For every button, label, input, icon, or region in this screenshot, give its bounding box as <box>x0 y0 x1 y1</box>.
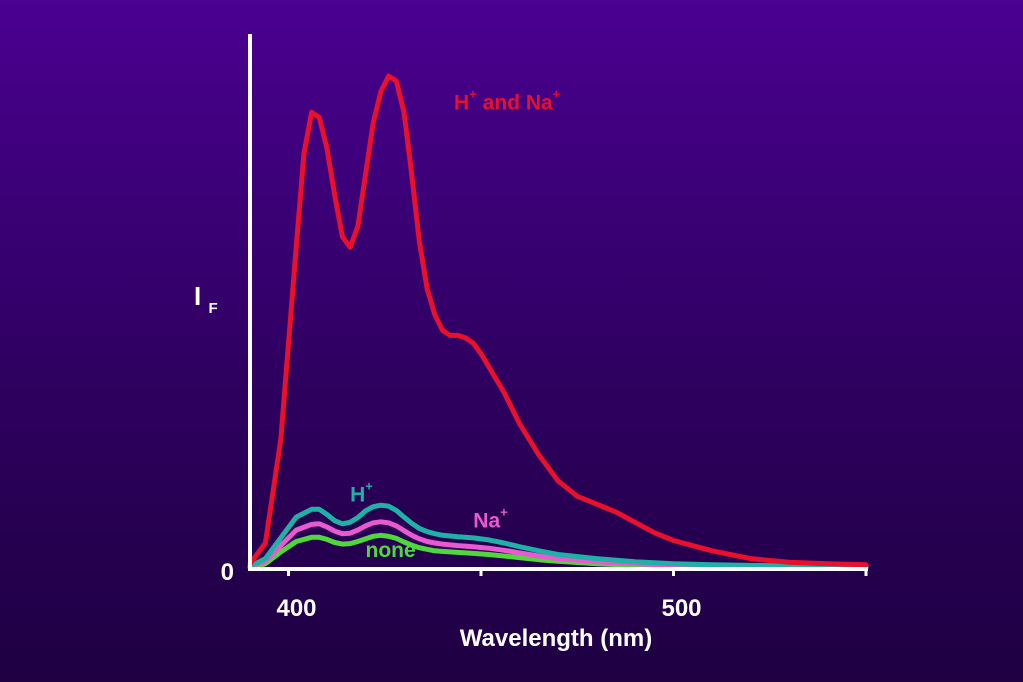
ticks-layer: 400 500 0 <box>221 559 868 622</box>
y-axis-title-main: I <box>194 281 201 311</box>
y-tick-label: 0 <box>221 559 234 586</box>
x-axis-title: Wavelength (nm) <box>460 625 652 652</box>
series-line-h <box>247 502 869 569</box>
series-label: H+ <box>350 479 373 507</box>
y-axis-title: I F <box>194 281 218 317</box>
series-line-h-and-na <box>247 73 869 568</box>
y-axis-title-sub: F <box>208 300 217 317</box>
labels-layer: Wavelength (nm) I F H+ and Na+ H+ Na+ none <box>194 87 652 652</box>
series-label: Na+ <box>473 504 508 532</box>
series-label: H+ and Na+ <box>454 87 561 115</box>
series-layer <box>247 73 869 570</box>
series-label: none <box>366 539 416 562</box>
x-tick-label: 500 <box>661 595 701 622</box>
axes-layer <box>248 34 868 571</box>
x-tick-label: 400 <box>276 595 316 622</box>
